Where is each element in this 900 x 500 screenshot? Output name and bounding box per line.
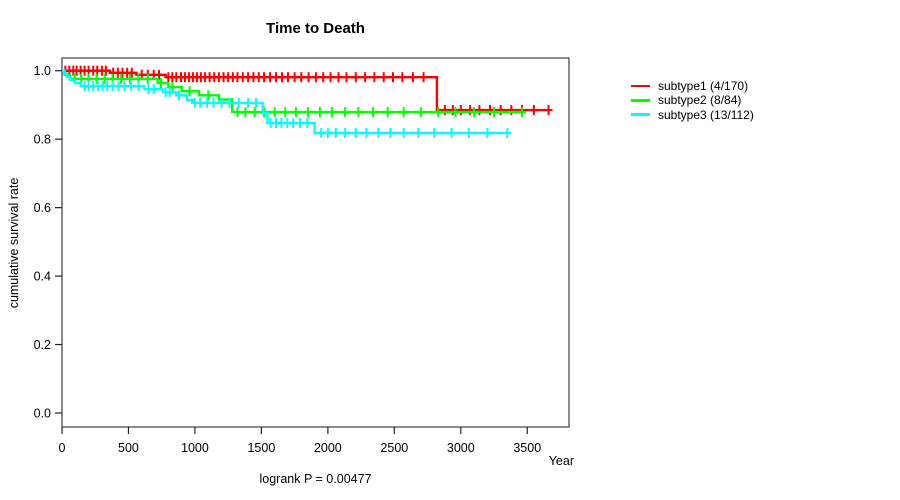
x-tick-label: 0 (59, 441, 66, 455)
y-tick-label: 0.6 (34, 201, 51, 215)
legend-label-subtype2: subtype2 (8/84) (658, 93, 742, 108)
legend-swatch-3 (631, 113, 650, 116)
survival-curve-subtype3 (62, 69, 508, 135)
y-tick-label: 0.2 (34, 338, 51, 352)
plot-box (61, 57, 570, 428)
x-tick-label: 1500 (247, 441, 275, 455)
y-tick-label: 0.0 (34, 407, 51, 421)
censor-marks-subtype1 (61, 65, 553, 116)
y-tick-label: 0.4 (34, 270, 51, 284)
y-tick-label: 1.0 (34, 64, 51, 78)
legend-item-subtype3: subtype3 (13/112) (631, 108, 754, 122)
x-tick-label: 500 (118, 441, 139, 455)
x-tick-label: 3500 (513, 441, 541, 455)
y-tick-label: 0.8 (34, 133, 51, 147)
logrank-pvalue-text: logrank P = 0.00477 (259, 472, 372, 486)
y-axis-ticks: 0.0 0.2 0.4 0.6 0.8 1.0 (34, 64, 62, 421)
series-subtype3 (62, 69, 512, 138)
x-axis-ticks: 0 500 1000 1500 2000 2500 3000 3500 (59, 427, 541, 455)
x-tick-label: 2500 (380, 441, 408, 455)
legend-item-subtype2: subtype2 (8/84) (631, 93, 754, 107)
legend-swatch-1 (631, 84, 650, 88)
y-axis-label: cumulative survival rate (7, 177, 21, 309)
x-axis-label: Year (548, 454, 574, 468)
x-tick-label: 2000 (314, 441, 342, 455)
legend-label-subtype1: subtype1 (4/170) (658, 79, 749, 94)
series-subtype1 (61, 65, 553, 116)
legend-label-subtype3: subtype3 (13/112) (658, 107, 754, 122)
chart-title: Time to Death (266, 20, 365, 37)
x-tick-label: 3000 (447, 441, 475, 455)
legend-swatch-2 (631, 99, 650, 102)
x-tick-label: 1000 (181, 441, 209, 455)
legend: subtype1 (4/170) subtype2 (8/84) subtype… (631, 79, 754, 122)
legend-item-subtype1: subtype1 (4/170) (631, 79, 754, 93)
censor-marks-subtype3 (80, 81, 512, 138)
